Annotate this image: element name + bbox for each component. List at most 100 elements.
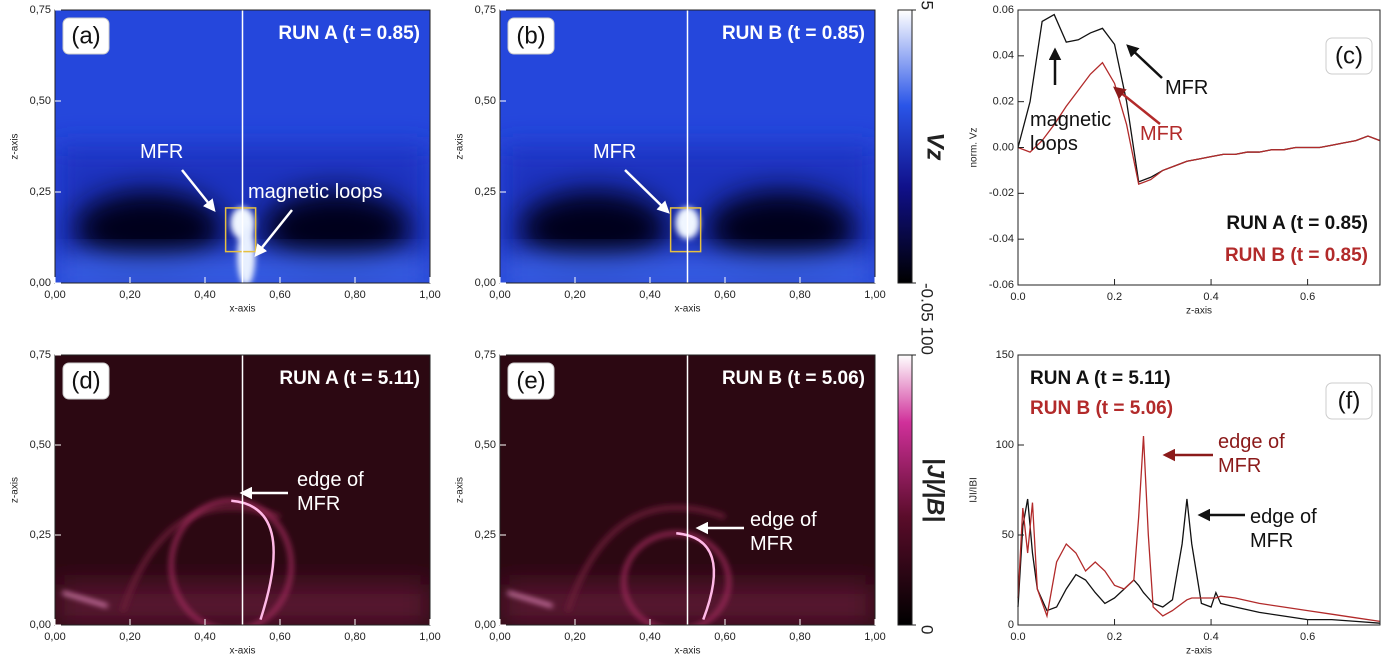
x-tick-label: 0,20 bbox=[119, 631, 140, 643]
x-tick-label: 0,60 bbox=[714, 631, 735, 643]
legend-entry: RUN B (t = 5.06) bbox=[1030, 398, 1173, 419]
annotation: MFR bbox=[140, 141, 184, 163]
series-line bbox=[1017, 61, 1381, 186]
streak bbox=[507, 591, 553, 608]
colorbar-tick-label: -0.05 bbox=[918, 283, 937, 322]
panel-label-box bbox=[62, 362, 110, 400]
y-tick-label: -0.06 bbox=[989, 279, 1014, 291]
x-tick-label: 0,60 bbox=[269, 631, 290, 643]
series-line bbox=[1017, 435, 1381, 623]
y-tick-label: 0,75 bbox=[475, 4, 496, 16]
x-tick-label: 0.0 bbox=[1010, 631, 1025, 643]
y-tick-label: 0,25 bbox=[475, 529, 496, 541]
x-tick-label: 0,60 bbox=[269, 289, 290, 301]
x-axis-label: x-axis bbox=[674, 646, 700, 657]
dark-lobe bbox=[518, 190, 669, 267]
panel-label: (c) bbox=[1335, 42, 1363, 69]
colorbar-label: |J|/|B| bbox=[922, 458, 949, 522]
annotation: edge of MFR bbox=[1250, 506, 1317, 552]
y-tick-label: 0,75 bbox=[30, 4, 51, 16]
x-tick-label: 0,80 bbox=[344, 289, 365, 301]
y-tick-label: 50 bbox=[1002, 529, 1014, 541]
y-tick-label: -0.04 bbox=[989, 233, 1014, 245]
x-axis-label: x-axis bbox=[229, 304, 255, 315]
y-axis-label: z-axis bbox=[10, 133, 21, 159]
y-tick-label: 0,25 bbox=[30, 529, 51, 541]
colorbar-tick-label: 0 bbox=[918, 625, 937, 634]
panel-label-box bbox=[1325, 382, 1373, 420]
x-tick-label: 1,00 bbox=[864, 631, 885, 643]
panel-label: (d) bbox=[71, 367, 100, 394]
annotation: edge of MFR bbox=[750, 509, 817, 555]
x-tick-label: 0,40 bbox=[194, 631, 215, 643]
legend-entry: RUN A (t = 0.85) bbox=[1226, 213, 1368, 234]
colorbar bbox=[897, 9, 913, 284]
x-tick-label: 0,60 bbox=[714, 289, 735, 301]
x-tick-label: 0,00 bbox=[489, 289, 510, 301]
plot-frame bbox=[54, 354, 431, 626]
panel-label: (e) bbox=[516, 367, 545, 394]
arc-edge bbox=[231, 499, 275, 620]
heatmap-image bbox=[500, 355, 875, 625]
y-tick-label: 0.06 bbox=[993, 4, 1014, 16]
y-axis-label: norm. Vz bbox=[969, 127, 980, 167]
panel-title: RUN A (t = 0.85) bbox=[278, 23, 420, 44]
x-tick-label: 0,80 bbox=[789, 631, 810, 643]
x-tick-label: 0.2 bbox=[1107, 631, 1122, 643]
plot-frame bbox=[54, 9, 431, 284]
panel-title: RUN A (t = 5.11) bbox=[279, 368, 420, 389]
y-tick-label: 0,75 bbox=[475, 349, 496, 361]
plot-frame bbox=[499, 354, 876, 626]
x-tick-label: 0.2 bbox=[1107, 291, 1122, 303]
y-tick-label: 0,75 bbox=[30, 349, 51, 361]
annotation-arrow bbox=[1126, 44, 1163, 79]
annotation-arrow bbox=[254, 209, 293, 257]
x-axis-label: x-axis bbox=[229, 646, 255, 657]
x-tick-label: 0.6 bbox=[1300, 631, 1315, 643]
colorbar-tick-label: 100 bbox=[918, 327, 937, 355]
annotation: MFR bbox=[1140, 123, 1184, 145]
x-tick-label: 0,40 bbox=[194, 289, 215, 301]
panel-label: (a) bbox=[71, 22, 100, 49]
y-axis-label: z-axis bbox=[455, 477, 466, 503]
y-axis-label: z-axis bbox=[10, 477, 21, 503]
panel-label-box bbox=[1325, 37, 1373, 75]
legend-entry: RUN A (t = 5.11) bbox=[1030, 368, 1171, 389]
x-tick-label: 0,00 bbox=[489, 631, 510, 643]
annotation: edge of MFR bbox=[1218, 431, 1285, 477]
x-tick-label: 0,20 bbox=[564, 289, 585, 301]
y-tick-label: 0,00 bbox=[475, 277, 496, 289]
x-axis-label: x-axis bbox=[674, 304, 700, 315]
annotation-arrow bbox=[181, 169, 216, 212]
colorbar bbox=[897, 354, 913, 626]
colorbar-tick-label: 0.05 bbox=[918, 0, 937, 10]
panel-title: RUN B (t = 5.06) bbox=[722, 368, 865, 389]
x-tick-label: 0,00 bbox=[44, 631, 65, 643]
x-tick-label: 0.0 bbox=[1010, 291, 1025, 303]
x-tick-label: 0.4 bbox=[1203, 291, 1218, 303]
x-tick-label: 0,00 bbox=[44, 289, 65, 301]
highlight-box bbox=[224, 207, 257, 253]
dark-lobe bbox=[73, 190, 224, 267]
x-axis-label: z-axis bbox=[1186, 306, 1212, 317]
plot-frame bbox=[1017, 354, 1381, 626]
y-tick-label: 0,50 bbox=[30, 439, 51, 451]
heatmap-image bbox=[55, 10, 430, 283]
series-line bbox=[1017, 498, 1381, 624]
streak bbox=[62, 591, 108, 608]
y-tick-label: 0,00 bbox=[475, 619, 496, 631]
highlight-box bbox=[669, 207, 702, 253]
x-tick-label: 1,00 bbox=[864, 289, 885, 301]
arc-outer bbox=[565, 505, 726, 613]
x-tick-label: 0,40 bbox=[639, 289, 660, 301]
colorbar-label: Vz bbox=[922, 132, 949, 160]
y-tick-label: 0.02 bbox=[993, 96, 1014, 108]
bright-loop bbox=[237, 225, 256, 283]
annotation: MFR bbox=[593, 141, 637, 163]
panel-label: (b) bbox=[516, 22, 545, 49]
plot-frame bbox=[499, 9, 876, 284]
heatmap-image bbox=[500, 10, 875, 283]
annotation-arrow bbox=[1113, 86, 1161, 125]
